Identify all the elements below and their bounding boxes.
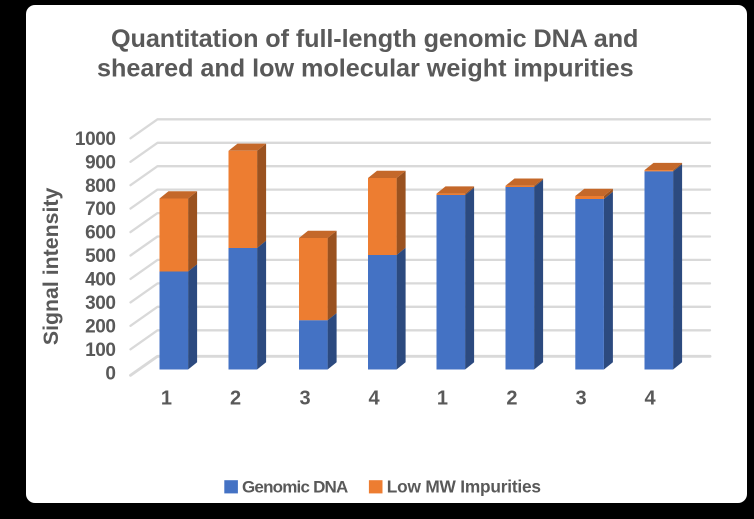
svg-text:3: 3 (575, 388, 586, 410)
svg-text:1000: 1000 (75, 129, 116, 150)
svg-text:1: 1 (161, 388, 172, 410)
svg-text:0: 0 (105, 363, 115, 384)
svg-text:200: 200 (85, 316, 116, 337)
svg-text:2: 2 (230, 388, 241, 410)
svg-text:400: 400 (85, 270, 116, 291)
svg-text:Quantitation of full-length ge: Quantitation of full-length genomic DNA … (111, 25, 638, 53)
svg-text:Low MW Impurities: Low MW Impurities (387, 477, 541, 497)
svg-text:1: 1 (437, 388, 448, 410)
svg-text:3: 3 (299, 388, 310, 410)
svg-text:800: 800 (85, 176, 116, 197)
svg-text:4: 4 (645, 388, 657, 410)
svg-text:Genomic DNA: Genomic DNA (242, 478, 348, 497)
svg-text:2: 2 (506, 388, 517, 410)
svg-text:4: 4 (369, 388, 381, 410)
svg-text:100: 100 (85, 340, 116, 361)
svg-text:500: 500 (85, 246, 116, 267)
svg-text:sheared and low molecular weig: sheared and low molecular weight impurit… (97, 55, 634, 83)
svg-text:600: 600 (85, 223, 116, 244)
svg-text:900: 900 (85, 152, 116, 173)
svg-text:300: 300 (85, 293, 116, 314)
svg-text:700: 700 (85, 199, 116, 220)
svg-text:Signal intensity: Signal intensity (39, 188, 63, 346)
